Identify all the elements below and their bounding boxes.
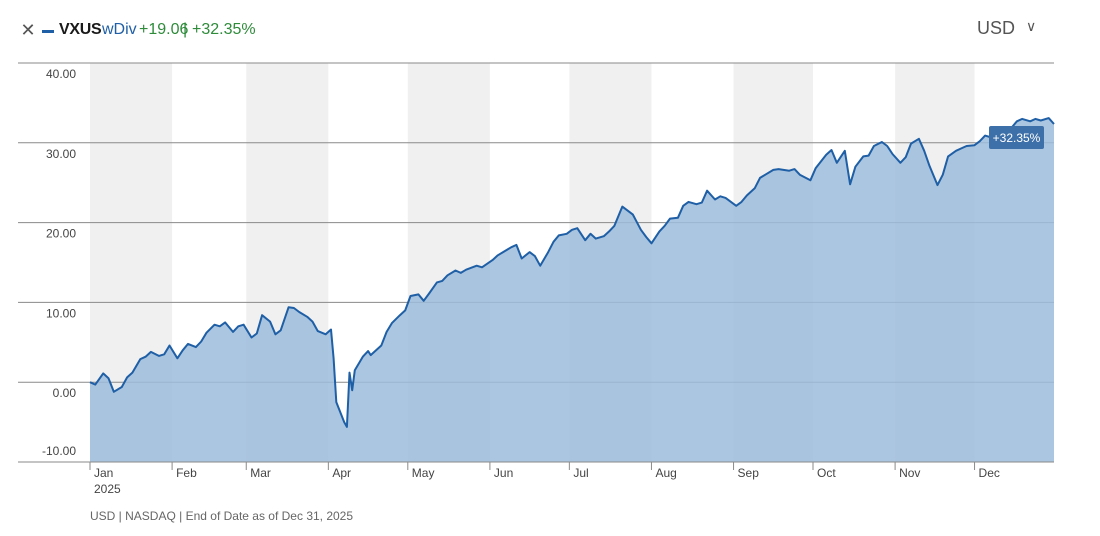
chart-header: ✕ VXUS wDiv +19.06 | +32.35% USD ∨ [0, 0, 1100, 60]
change-value: +19.06 [139, 21, 189, 38]
x-tick-label: Nov [899, 466, 920, 480]
x-tick-label: Aug [655, 466, 676, 480]
last-value-badge: +32.35% [989, 126, 1044, 150]
y-tick-label: 10.00 [46, 306, 76, 320]
last-value-label: +32.35% [993, 131, 1041, 145]
growth-line [89, 117, 1055, 428]
growth-area [90, 118, 1054, 462]
chevron-down-icon[interactable]: ∨ [1026, 18, 1037, 34]
close-icon[interactable]: ✕ [20, 20, 36, 40]
change-percent: +32.35% [192, 21, 256, 38]
x-tick-label: Sep [738, 466, 760, 480]
y-tick-label: 30.00 [46, 147, 76, 161]
y-tick-label: -10.00 [42, 444, 76, 458]
x-tick-label: Apr [332, 466, 351, 480]
x-tick-label: Mar [250, 466, 271, 480]
x-tick-label: May [412, 466, 435, 480]
x-tick-label: Dec [979, 466, 1000, 480]
currency-select[interactable]: USD [977, 18, 1016, 38]
x-tick-label: Jan [94, 466, 113, 480]
footer-note: USD | NASDAQ | End of Date as of Dec 31,… [90, 509, 354, 523]
price-variant: wDiv [102, 21, 137, 38]
y-tick-label: 0.00 [53, 386, 77, 400]
series-swatch [42, 30, 54, 33]
ticker-symbol: VXUS [59, 21, 102, 38]
y-tick-label: 40.00 [46, 67, 76, 81]
x-tick-label: Jun [494, 466, 513, 480]
x-axis-ticks: Jan Feb Mar Apr May Jun Jul Aug Sep Oct Nov Dec 2025 [89, 461, 1054, 496]
x-tick-label: Feb [176, 466, 197, 480]
x-tick-label: Oct [817, 466, 836, 480]
y-axis-ticks: -10.00 0.00 10.00 20.00 30.00 40.00 [42, 67, 76, 458]
year-label: 2025 [94, 482, 121, 496]
y-tick-label: 20.00 [46, 227, 76, 241]
change-separator: | [183, 21, 188, 38]
x-tick-label: Jul [573, 466, 588, 480]
last-value-badge-bg [989, 126, 1044, 150]
